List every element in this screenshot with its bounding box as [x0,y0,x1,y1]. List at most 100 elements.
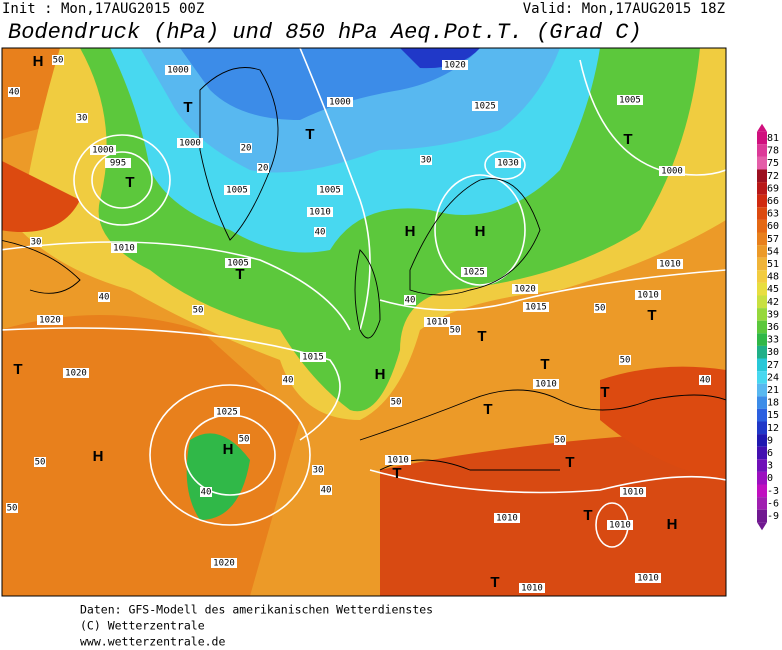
isobar-label-box [165,65,191,75]
colorbar-label: 12 [767,423,779,434]
colorbar-label: 30 [767,347,779,358]
pressure-center: H [667,516,678,533]
map-title: Bodendruck (hPa) und 850 hPa Aeq.Pot.T. … [8,20,642,45]
colorbar-label: 27 [767,360,779,371]
temperature-label-box [240,143,252,153]
colorbar-swatch [757,509,767,523]
temperature-label-box [8,87,20,97]
temperature-label-box [449,325,461,335]
pressure-center: T [125,174,134,191]
temperature-label-box [320,485,332,495]
isobar-label: 1015 [525,303,547,313]
temperature-label-box [282,375,294,385]
isobar-label-box [63,368,89,378]
temperature-label: 40 [283,376,294,386]
temperature-label: 40 [201,488,212,498]
temperature-label-box [98,292,110,302]
isobar-label: 1010 [309,208,331,218]
pressure-center: T [235,266,244,283]
isobar-label-box [211,558,237,568]
isobar-label-box [659,166,685,176]
colorbar-swatch [757,459,767,472]
temperature-label-box [257,163,269,173]
pressure-center: H [405,223,416,240]
colorbar-swatch [757,131,767,145]
colorbar-swatch [757,182,767,195]
pressure-center: T [183,99,192,116]
isobar-label: 1000 [92,146,114,156]
pressure-center: H [223,441,234,458]
colorbar-label: 36 [767,322,779,333]
colorbar-label: 69 [767,183,779,194]
footer-source: Daten: GFS-Modell des amerikanischen Wet… [80,603,433,617]
pressure-center: T [647,307,656,324]
colorbar-label: 75 [767,158,779,169]
isobar-label: 1010 [637,574,659,584]
isobar-label: 1005 [227,259,249,269]
pressure-center: T [477,328,486,345]
temperature-label-box [76,113,88,123]
temperature-label-box [200,487,212,497]
colorbar-label: 45 [767,284,779,295]
isobar-label-box [214,407,240,417]
temperature-label: 40 [99,293,110,303]
temperature-label: 50 [595,304,606,314]
isobar-label: 1010 [387,456,409,466]
isobar-label: 1020 [444,61,466,71]
map: H T T T T H H T T H H H T T T T T T T T T H 1000 1000 1000 995 100… [1,47,727,597]
temperature-label: 30 [421,156,432,166]
colorbar-label: 21 [767,385,779,396]
colorbar: 8178757269666360575451484542393633302724… [757,123,779,531]
pressure-center: T [483,401,492,418]
isobar-label-box [620,487,646,497]
temperature-label-box [390,397,402,407]
colorbar-label: 51 [767,259,779,270]
colorbar-label: 0 [767,473,773,484]
temperature-label: 20 [241,144,252,154]
isobar-label-box [495,158,521,168]
isobar-label-box [37,315,63,325]
temperature-label-box [699,375,711,385]
colorbar-swatch [757,194,767,208]
temperature-label: 50 [239,435,250,445]
temperature-label: 30 [31,238,42,248]
temperature-label: 50 [7,504,18,514]
temperature-label: 50 [193,306,204,316]
isobar-label-box [225,258,251,268]
colorbar-swatch [757,207,767,220]
temperature-label-box [30,237,42,247]
isobar-label-box [635,290,661,300]
isobar-label-box [224,185,250,195]
temperature-label-box [314,227,326,237]
colorbar-label: 54 [767,246,779,257]
pressure-center: T [565,454,574,471]
colorbar-swatch [757,383,767,397]
pressure-center: T [13,361,22,378]
isobar-label: 1005 [319,186,341,196]
isobar-label: 1010 [496,514,518,524]
colorbar-swatch [757,497,767,510]
colorbar-swatch [757,434,767,447]
isobar-label: 1010 [426,318,448,328]
isobar-label-box [607,520,633,530]
isobar-label: 1020 [514,285,536,295]
colorbar-label: -6 [767,498,779,509]
isobar-label-box [307,207,333,217]
pressure-center: T [623,131,632,148]
isobar-label: 1010 [659,260,681,270]
isobar-label-box [519,583,545,593]
isobar-label: 1020 [39,316,61,326]
colorbar-label: -3 [767,486,779,497]
pressure-center: H [33,53,44,70]
isobar-label-box [317,185,343,195]
isobar-label: 1000 [179,139,201,149]
isobar-label-box [533,379,559,389]
colorbar-tip [757,522,767,531]
temperature-label-box [6,503,18,513]
temperature-label: 50 [450,326,461,336]
pressure-center: H [93,448,104,465]
pressure-center: T [490,574,499,591]
colorbar-label: 6 [767,448,773,459]
temperature-label: 50 [35,458,46,468]
